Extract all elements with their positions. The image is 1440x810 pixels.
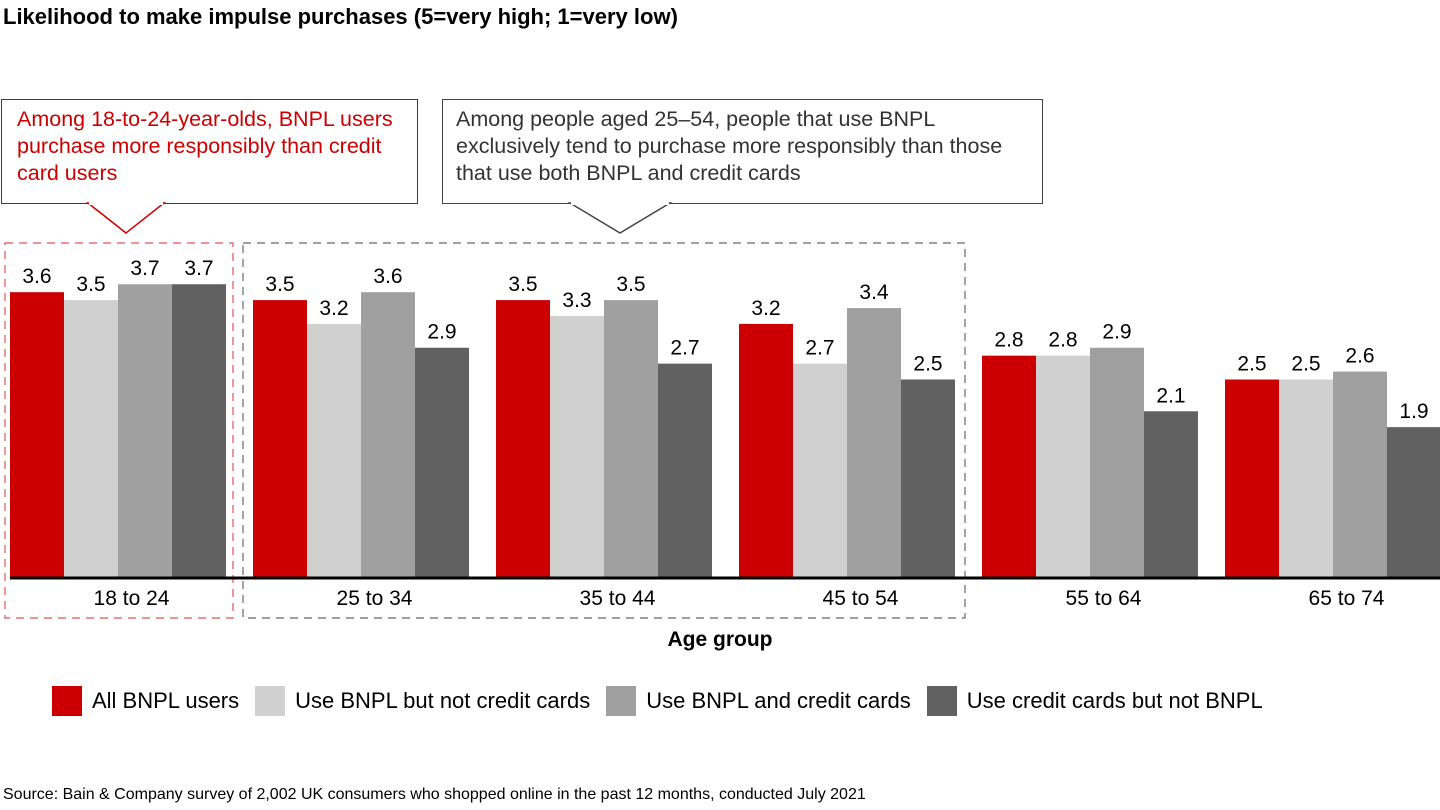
bar: [1144, 411, 1198, 578]
bar: [658, 363, 712, 578]
legend-item: Use BNPL but not credit cards: [255, 686, 590, 716]
x-tick-label: 35 to 44: [579, 587, 656, 610]
bar: [1090, 347, 1144, 578]
bar: [901, 379, 955, 578]
legend-label: Use credit cards but not BNPL: [966, 688, 1263, 713]
bar: [415, 347, 469, 578]
data-label: 2.9: [427, 321, 456, 344]
data-label: 3.5: [508, 273, 537, 296]
legend-label: Use BNPL but not credit cards: [295, 688, 591, 713]
legend-swatch-all-bnpl: [52, 686, 82, 716]
x-axis-title: Age group: [667, 628, 773, 651]
x-tick-label: 25 to 34: [336, 587, 413, 610]
data-label: 3.6: [373, 265, 402, 288]
bar: [982, 355, 1036, 578]
data-label: 3.2: [319, 297, 348, 320]
bar: [604, 300, 658, 578]
x-tick-label: 65 to 74: [1308, 587, 1385, 610]
x-tick-label: 45 to 54: [822, 587, 899, 610]
highlight-box-25-54: [242, 242, 966, 619]
legend-swatch-bnpl-only: [255, 686, 286, 716]
data-label: 3.2: [751, 297, 780, 320]
bar: [64, 300, 118, 578]
legend-swatch-cc-only: [926, 686, 957, 716]
data-label: 2.5: [1237, 353, 1266, 376]
legend-label: All BNPL users: [92, 688, 240, 713]
bar: [739, 323, 793, 578]
data-label: 3.3: [562, 289, 591, 312]
bar: [307, 323, 361, 578]
data-label: 2.8: [994, 329, 1023, 352]
data-label: 3.4: [859, 281, 889, 304]
highlight-box-18-24: [4, 242, 234, 619]
bar: [496, 300, 550, 578]
bar: [361, 292, 415, 578]
bar: [793, 363, 847, 578]
legend: All BNPL users Use BNPL but not credit c…: [52, 686, 1279, 716]
bar: [847, 308, 901, 578]
data-label: 3.6: [22, 265, 51, 288]
bar: [10, 292, 64, 578]
data-label: 2.5: [1291, 353, 1320, 376]
source-note: Source: Bain & Company survey of 2,002 U…: [3, 786, 866, 803]
bar: [118, 284, 172, 578]
data-label: 2.6: [1345, 345, 1374, 368]
bar: [1333, 371, 1387, 578]
legend-item: All BNPL users: [52, 686, 239, 716]
callout-pointer-gray: [567, 202, 673, 234]
data-label: 2.5: [913, 353, 942, 376]
x-tick-label: 55 to 64: [1065, 587, 1142, 610]
data-label: 3.5: [616, 273, 645, 296]
data-label: 2.7: [805, 337, 834, 360]
bar: [1387, 427, 1440, 578]
data-label: 1.9: [1399, 400, 1428, 423]
x-tick-label: 18 to 24: [93, 587, 170, 610]
chart-title: Likelihood to make impulse purchases (5=…: [3, 4, 678, 29]
callout-25-54: Among people aged 25–54, people that use…: [442, 99, 1043, 204]
data-label: 2.7: [670, 337, 699, 360]
bar: [550, 315, 604, 578]
data-label: 3.5: [76, 273, 105, 296]
legend-swatch-bnpl-and-cc: [606, 686, 637, 716]
data-label: 2.8: [1048, 329, 1077, 352]
data-label: 2.9: [1102, 321, 1131, 344]
legend-label: Use BNPL and credit cards: [646, 688, 911, 713]
bar: [1279, 379, 1333, 578]
callout-pointer-red: [85, 202, 167, 234]
data-label: 2.1: [1156, 384, 1185, 407]
bar: [172, 284, 226, 578]
legend-item: Use credit cards but not BNPL: [926, 686, 1263, 716]
data-label: 3.5: [265, 273, 294, 296]
bar: [1036, 355, 1090, 578]
bar: [1225, 379, 1279, 578]
callout-18-24: Among 18-to-24-year-olds, BNPL users pur…: [1, 99, 418, 204]
bar: [253, 300, 307, 578]
data-label: 3.7: [130, 257, 159, 280]
legend-item: Use BNPL and credit cards: [606, 686, 911, 716]
data-label: 3.7: [184, 257, 213, 280]
